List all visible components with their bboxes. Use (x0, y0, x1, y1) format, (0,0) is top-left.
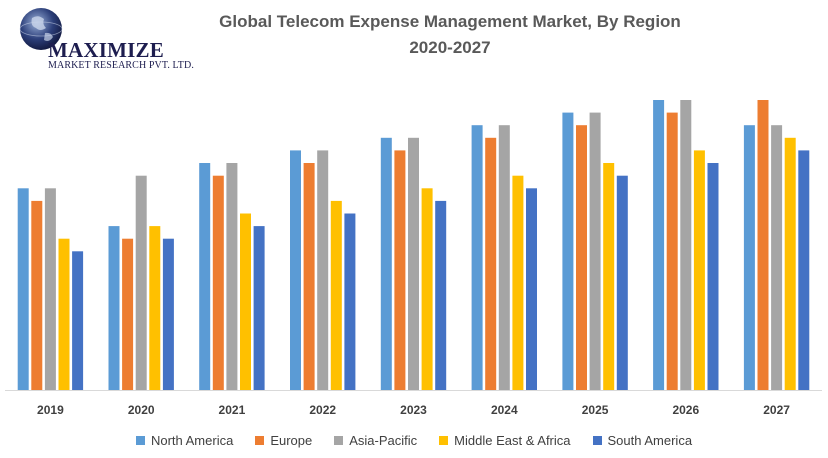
bar-2023-south-america (435, 200, 447, 390)
logo-name: MAXIMIZE (48, 38, 164, 62)
bar-2020-asia-pacific (135, 175, 147, 390)
bar-2019-north-america (17, 188, 29, 390)
globe-icon (19, 8, 63, 50)
company-logo: MAXIMIZE MARKET RESEARCH PVT. LTD. (8, 4, 198, 76)
bar-2026-south-america (707, 163, 719, 390)
bar-2020-north-america (108, 226, 120, 390)
bar-2021-asia-pacific (226, 163, 238, 390)
x-tick-label: 2023 (400, 403, 427, 417)
legend-item: Asia-Pacific (334, 433, 417, 448)
bar-2026-asia-pacific (680, 100, 692, 390)
legend-item: North America (135, 432, 234, 448)
bar-2024-north-america (471, 125, 483, 390)
chart-subtitle: 2020-2027 (409, 38, 491, 57)
bar-2026-europe (666, 112, 678, 390)
x-tick-label: 2019 (37, 403, 64, 417)
bar-2020-middle-east-africa (149, 226, 161, 390)
bar-2026-middle-east-africa (693, 150, 705, 390)
legend-swatch (255, 435, 265, 445)
bar-2021-middle-east-africa (240, 213, 251, 390)
legend-label: North America (150, 432, 234, 448)
legend-swatch (334, 435, 344, 445)
bar-2020-south-america (162, 238, 174, 390)
legend-swatch (135, 435, 145, 445)
bar-2022-europe (303, 163, 315, 390)
logo-subtitle: MARKET RESEARCH PVT. LTD. (48, 60, 194, 71)
bar-2027-middle-east-africa (784, 137, 796, 390)
bar-2019-south-america (72, 251, 84, 390)
x-tick-label: 2025 (582, 403, 609, 417)
bar-2025-north-america (562, 112, 574, 390)
bar-2025-south-america (616, 175, 628, 390)
x-tick-label: 2027 (763, 403, 790, 417)
bar-2022-asia-pacific (317, 150, 329, 390)
x-tick-label: 2020 (128, 403, 155, 417)
bar-2019-asia-pacific (44, 188, 56, 390)
bar-2027-asia-pacific (771, 125, 783, 390)
legend-item: Europe (255, 433, 312, 448)
bar-2020-europe (122, 238, 134, 390)
bar-chart: 2019 2020 2021 2022 2023 2024 2025 2026 2027 (5, 100, 822, 417)
chart-title: Global Telecom Expense Management Market… (219, 12, 681, 31)
bar-2022-north-america (290, 150, 301, 390)
x-tick-label: 2026 (672, 403, 699, 417)
chart-legend: North America Europe Asia-Pacific Middle Ea… (0, 430, 828, 450)
bar-2027-north-america (743, 125, 755, 390)
bar-2021-europe (212, 175, 224, 390)
x-tick-label: 2022 (309, 403, 336, 417)
bar-2023-north-america (380, 137, 392, 390)
bar-2024-middle-east-africa (512, 175, 524, 390)
bar-2019-europe (31, 200, 43, 390)
legend-item: South America (592, 432, 693, 448)
bar-2024-south-america (526, 188, 537, 390)
bar-2022-middle-east-africa (330, 200, 342, 390)
bar-2023-asia-pacific (408, 137, 419, 390)
bar-2024-europe (485, 137, 497, 390)
legend-label: Middle East & Africa (454, 432, 571, 448)
legend-label: South America (607, 432, 693, 448)
bar-2026-north-america (653, 100, 665, 390)
bar-2025-europe (576, 125, 587, 390)
bar-2025-asia-pacific (589, 112, 601, 390)
legend-label: Europe (270, 432, 313, 448)
bar-2019-middle-east-africa (58, 238, 70, 390)
bar-2024-asia-pacific (498, 125, 510, 390)
bar-2023-middle-east-africa (421, 188, 433, 390)
x-tick-label: 2021 (219, 403, 246, 417)
bar-2022-south-america (344, 213, 356, 390)
x-tick-label: 2024 (491, 403, 518, 417)
legend-swatch (592, 435, 602, 445)
bar-2027-europe (757, 100, 769, 390)
bar-2021-south-america (253, 226, 265, 390)
bar-2023-europe (394, 150, 406, 390)
legend-item: Middle East & Africa (439, 432, 571, 448)
bar-2027-south-america (798, 150, 810, 390)
bar-2025-middle-east-africa (603, 163, 615, 390)
legend-swatch (439, 435, 449, 445)
bar-2021-north-america (199, 163, 211, 390)
legend-label: Asia-Pacific (349, 432, 418, 448)
